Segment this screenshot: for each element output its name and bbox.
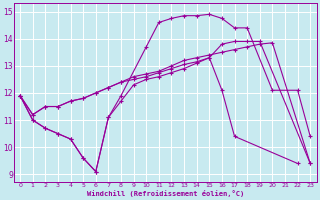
X-axis label: Windchill (Refroidissement éolien,°C): Windchill (Refroidissement éolien,°C) bbox=[86, 190, 244, 197]
